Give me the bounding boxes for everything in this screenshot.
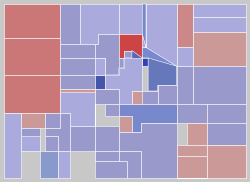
Polygon shape [119,151,127,161]
Polygon shape [207,104,246,123]
Polygon shape [105,58,142,104]
Polygon shape [142,4,177,66]
Polygon shape [44,113,70,151]
Polygon shape [70,126,95,151]
Polygon shape [158,85,177,104]
Polygon shape [193,66,246,104]
Polygon shape [4,4,60,38]
Polygon shape [177,104,207,123]
Polygon shape [105,104,119,116]
Polygon shape [119,104,177,132]
Polygon shape [95,104,119,161]
Polygon shape [207,123,246,145]
Polygon shape [142,58,148,66]
Polygon shape [119,132,141,151]
Polygon shape [119,123,177,178]
Polygon shape [148,58,177,91]
Polygon shape [119,58,124,68]
Polygon shape [4,38,60,75]
Polygon shape [4,75,60,113]
Polygon shape [95,75,105,89]
Polygon shape [177,66,193,104]
Polygon shape [44,113,60,128]
Polygon shape [119,116,132,132]
Polygon shape [22,136,40,151]
Polygon shape [132,104,177,123]
Polygon shape [119,34,142,58]
Polygon shape [177,4,193,48]
Polygon shape [4,113,21,178]
Polygon shape [44,136,59,151]
Polygon shape [60,92,95,126]
Polygon shape [187,123,207,145]
Polygon shape [95,34,124,75]
Polygon shape [193,32,246,66]
Polygon shape [60,4,80,43]
Polygon shape [119,151,141,178]
Polygon shape [40,151,58,178]
Polygon shape [132,91,158,104]
Polygon shape [80,4,119,43]
Polygon shape [177,145,246,178]
Polygon shape [60,75,95,89]
Polygon shape [60,58,95,75]
Polygon shape [177,156,207,178]
Polygon shape [22,113,44,128]
Polygon shape [105,51,142,104]
Polygon shape [58,151,70,178]
Polygon shape [22,128,40,151]
Polygon shape [60,89,95,113]
Polygon shape [193,4,246,17]
Polygon shape [177,145,207,156]
Polygon shape [132,91,142,104]
Polygon shape [177,48,193,66]
Polygon shape [207,145,246,178]
Polygon shape [95,151,119,161]
Polygon shape [146,4,177,66]
Polygon shape [95,161,127,178]
Polygon shape [119,4,146,48]
Polygon shape [124,51,132,58]
Polygon shape [95,89,119,104]
Polygon shape [60,43,95,58]
Polygon shape [95,58,105,75]
Polygon shape [193,17,246,32]
